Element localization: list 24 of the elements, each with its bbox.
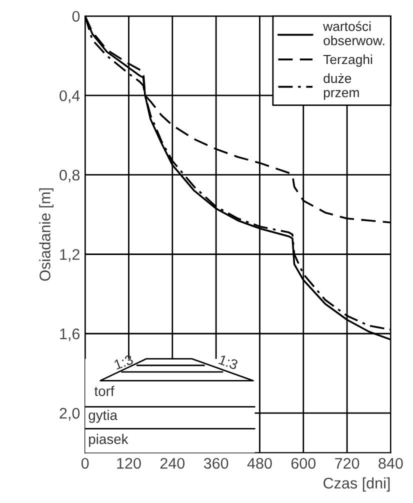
legend-label: wartości obserwow. xyxy=(323,21,384,46)
annotation: 1:3 xyxy=(218,354,238,370)
y-tick-label: 0,4 xyxy=(60,90,80,103)
x-tick-label: 480 xyxy=(247,458,272,469)
annotation: 1:3 xyxy=(114,354,134,370)
annotation: gytia xyxy=(88,410,118,423)
y-tick-label: 0 xyxy=(72,10,80,22)
y-tick-label: 1,2 xyxy=(60,249,80,262)
legend-label: duże przem xyxy=(324,73,359,100)
x-tick-label: 720 xyxy=(335,458,360,469)
x-tick-label: 240 xyxy=(160,458,185,469)
x-tick-label: 360 xyxy=(204,458,228,469)
annotation: piasek xyxy=(89,434,128,447)
x-tick-label: 840 xyxy=(378,458,403,469)
y-axis-title: Osiadanie [m] xyxy=(39,188,54,281)
x-tick-label: 120 xyxy=(117,458,141,469)
y-tick-label: 1,6 xyxy=(60,328,80,342)
x-axis-title: Czas [dni] xyxy=(324,477,390,492)
legend-label: Terzaghi xyxy=(323,54,372,67)
y-tick-label: 2,0 xyxy=(60,408,80,420)
x-tick-label: 0 xyxy=(81,458,89,469)
annotation: torf xyxy=(94,386,114,396)
y-tick-label: 0,8 xyxy=(60,170,80,182)
x-tick-label: 600 xyxy=(291,458,316,469)
